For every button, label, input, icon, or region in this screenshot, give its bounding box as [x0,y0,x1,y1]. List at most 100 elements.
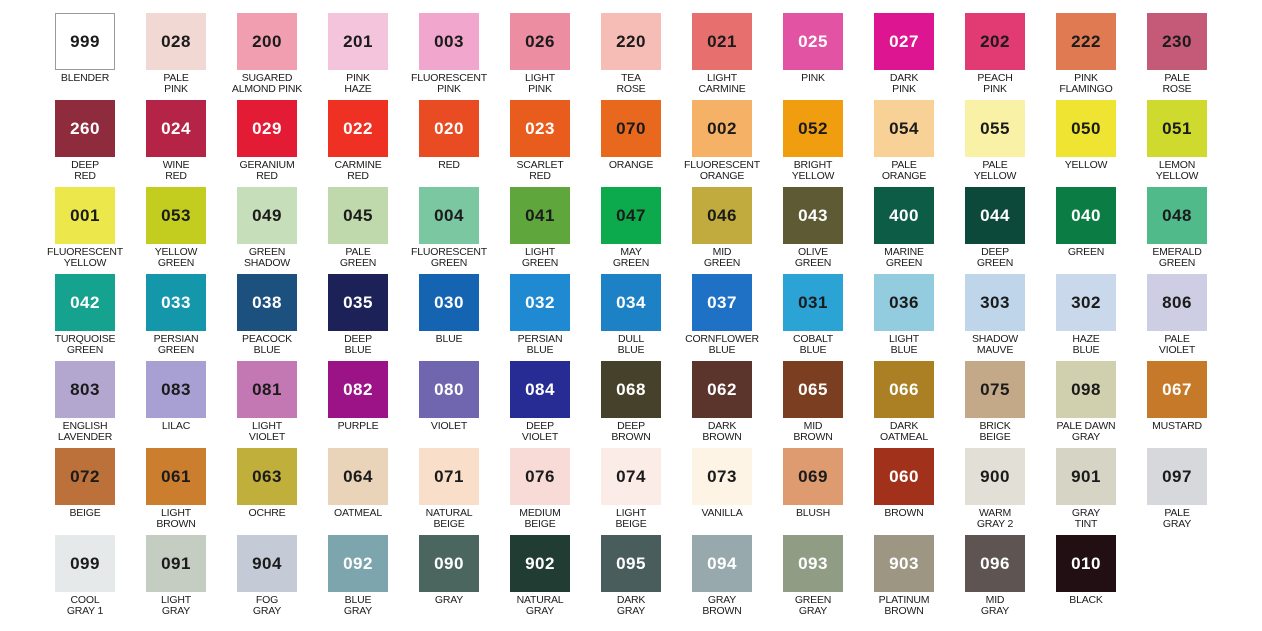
color-swatch-cell: 095 DARK GRAY [586,535,677,622]
color-swatch-cell: 045 PALE GREEN [313,187,404,274]
swatch-code: 072 [70,466,100,486]
swatch-name-label: BRICK BEIGE [979,420,1011,443]
color-swatch: 081 [237,361,297,418]
swatch-code: 047 [616,205,646,225]
color-swatch-cell: 074 LIGHT BEIGE [586,448,677,535]
swatch-code: 036 [889,292,919,312]
swatch-name-label: TURQUOISE GREEN [54,333,116,356]
swatch-name-label: BLACK [1069,594,1103,606]
color-swatch: 050 [1056,100,1116,157]
swatch-name-label: VANILLA [701,507,743,519]
swatch-code: 904 [252,553,282,573]
color-swatch: 001 [55,187,115,244]
color-swatch-cell: 091 LIGHT GRAY [131,535,222,622]
swatch-code: 022 [343,118,373,138]
color-swatch: 034 [601,274,661,331]
swatch-code: 025 [798,31,828,51]
color-swatch-cell: 032 PERSIAN BLUE [495,274,586,361]
swatch-code: 060 [889,466,919,486]
swatch-code: 073 [707,466,737,486]
swatch-name-label: OATMEAL [334,507,382,519]
swatch-name-label: LIGHT PINK [525,72,555,95]
color-swatch-cell: 069 BLUSH [768,448,859,535]
swatch-name-label: PLATINUM BROWN [878,594,930,617]
swatch-code: 049 [252,205,282,225]
color-swatch: 222 [1056,13,1116,70]
color-swatch-cell: 040 GREEN [1041,187,1132,274]
color-swatch-cell: 806 PALE VIOLET [1132,274,1223,361]
swatch-name-label: PURPLE [337,420,379,432]
color-swatch-cell: 038 PEACOCK BLUE [222,274,313,361]
color-swatch-cell: 004 FLUORESCENT GREEN [404,187,495,274]
swatch-code: 999 [70,31,100,51]
swatch-code: 052 [798,118,828,138]
swatch-code: 082 [343,379,373,399]
color-swatch: 098 [1056,361,1116,418]
swatch-name-label: LIGHT BEIGE [615,507,647,530]
color-swatch: 061 [146,448,206,505]
swatch-name-label: WINE RED [162,159,190,182]
swatch-code: 001 [70,205,100,225]
color-swatch-cell: 046 MID GREEN [677,187,768,274]
color-swatch: 048 [1147,187,1207,244]
color-swatch: 202 [965,13,1025,70]
swatch-name-label: FLUORESCENT PINK [411,72,487,95]
color-swatch: 096 [965,535,1025,592]
color-swatch: 030 [419,274,479,331]
swatch-name-label: LILAC [161,420,191,432]
swatch-code: 302 [1071,292,1101,312]
color-swatch: 230 [1147,13,1207,70]
swatch-code: 803 [70,379,100,399]
swatch-code: 045 [343,205,373,225]
color-swatch: 082 [328,361,388,418]
color-swatch: 902 [510,535,570,592]
swatch-name-label: BLUSH [795,507,830,519]
swatch-name-label: FLUORESCENT ORANGE [684,159,760,182]
swatch-name-label: FLUORESCENT YELLOW [47,246,123,269]
color-swatch-cell: 025 PINK [768,13,859,100]
swatch-code: 032 [525,292,555,312]
swatch-name-label: GERANIUM RED [239,159,295,182]
color-swatch: 097 [1147,448,1207,505]
color-swatch: 074 [601,448,661,505]
swatch-code: 021 [707,31,737,51]
swatch-code: 090 [434,553,464,573]
color-swatch-cell: 042 TURQUOISE GREEN [40,274,131,361]
color-swatch: 094 [692,535,752,592]
color-swatch-cell: 260 DEEP RED [40,100,131,187]
color-swatch-cell: 061 LIGHT BROWN [131,448,222,535]
color-swatch: 073 [692,448,752,505]
swatch-name-label: PALE DAWN GRAY [1056,420,1116,443]
swatch-name-label: GRAY TINT [1071,507,1101,530]
swatch-code: 033 [161,292,191,312]
color-swatch-cell: 048 EMERALD GREEN [1132,187,1223,274]
swatch-name-label: WARM GRAY 2 [976,507,1014,530]
color-swatch: 063 [237,448,297,505]
swatch-code: 051 [1162,118,1192,138]
swatch-code: 094 [707,553,737,573]
swatch-name-label: MAY GREEN [612,246,650,269]
color-swatch-cell: 901 GRAY TINT [1041,448,1132,535]
color-swatch-cell: 065 MID BROWN [768,361,859,448]
color-swatch-cell: 023 SCARLET RED [495,100,586,187]
color-swatch-cell: 080 VIOLET [404,361,495,448]
color-swatch-cell: 066 DARK OATMEAL [859,361,950,448]
swatch-code: 806 [1162,292,1192,312]
swatch-code: 900 [980,466,1010,486]
swatch-name-label: PALE GREEN [339,246,377,269]
swatch-code: 400 [889,205,919,225]
swatch-name-label: LIGHT GREEN [521,246,559,269]
swatch-name-label: PINK FLAMINGO [1059,72,1113,95]
color-swatch: 064 [328,448,388,505]
swatch-code: 028 [161,31,191,51]
color-swatch: 095 [601,535,661,592]
swatch-name-label: COOL GRAY 1 [66,594,104,617]
swatch-code: 002 [707,118,737,138]
swatch-name-label: VIOLET [430,420,468,432]
swatch-code: 040 [1071,205,1101,225]
color-swatch: 022 [328,100,388,157]
color-swatch: 020 [419,100,479,157]
swatch-code: 024 [161,118,191,138]
color-swatch: 201 [328,13,388,70]
swatch-code: 081 [252,379,282,399]
